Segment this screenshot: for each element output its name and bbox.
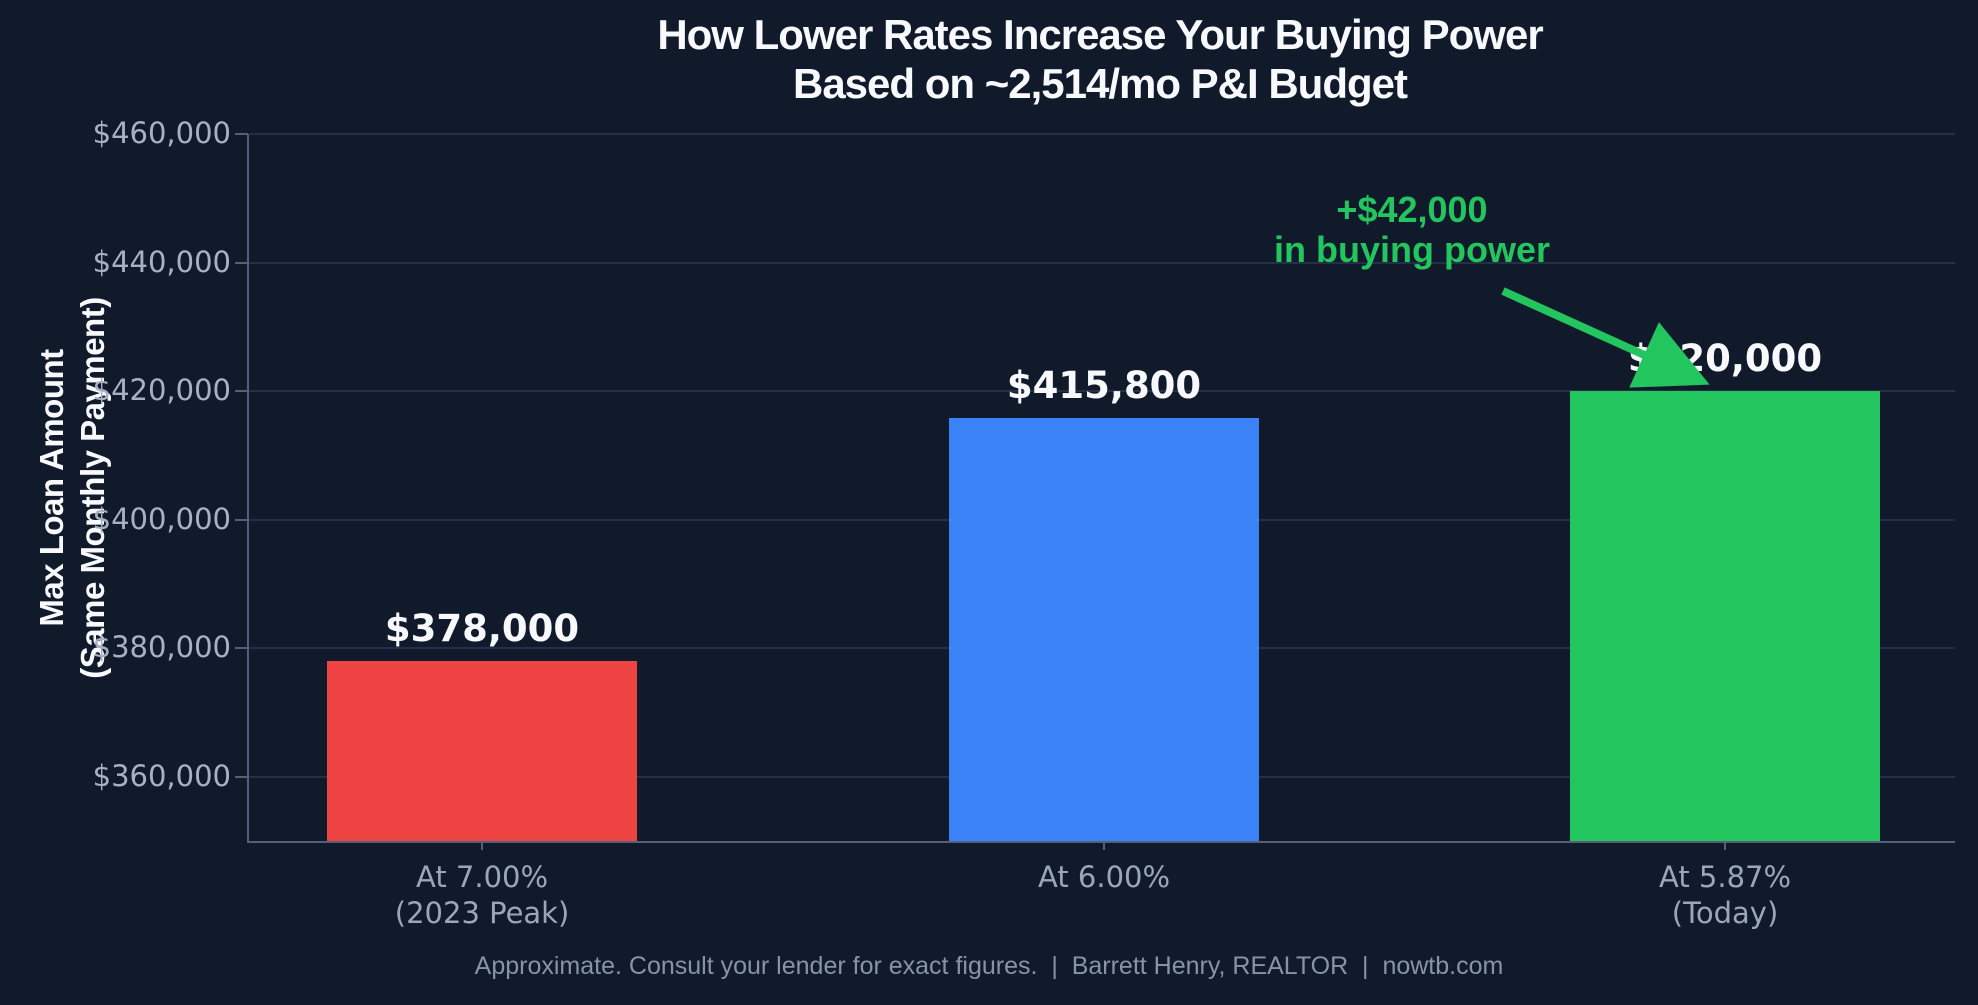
footer-note: Approximate. Consult your lender for exa… — [474, 952, 1504, 980]
buying-power-annotation: +$42,000 in buying power — [1274, 190, 1550, 270]
y-axis-tick-label: $420,000 — [92, 373, 231, 408]
y-axis-tick-mark — [235, 390, 248, 393]
bar-value-label: $415,800 — [1006, 364, 1202, 408]
x-axis-category-label-line: (2023 Peak) — [394, 896, 570, 930]
y-axis-title-line1: Max Loan Amount — [33, 349, 70, 627]
chart-title-line2: Based on ~2,514/mo P&I Budget — [792, 60, 1408, 107]
x-axis-category-label: At 7.00% (2023 Peak) — [242, 859, 722, 931]
y-axis-tick-label: $460,000 — [92, 116, 231, 150]
bar-1 — [327, 661, 638, 841]
x-axis-tick-mark — [1103, 841, 1106, 850]
annotation-line1: +$42,000 — [1336, 189, 1488, 230]
x-axis-category-label-line: At 6.00% — [1038, 860, 1171, 894]
y-axis-tick-label: $380,000 — [92, 630, 231, 665]
bar-value-label: $420,000 — [1627, 337, 1823, 381]
y-axis-tick-mark — [235, 133, 248, 135]
bar-value-label: $378,000 — [384, 607, 580, 651]
y-axis-tick-mark — [235, 261, 248, 264]
bar-2 — [949, 418, 1260, 841]
gridline — [249, 261, 1955, 264]
x-axis-category-label: At 6.00% — [864, 859, 1344, 895]
chart-title-line1: How Lower Rates Increase Your Buying Pow… — [657, 11, 1543, 58]
x-axis-category-label-line: At 5.87% — [1659, 860, 1792, 894]
y-axis-tick-mark — [235, 775, 248, 778]
chart-title: How Lower Rates Increase Your Buying Pow… — [247, 10, 1953, 108]
y-axis-title-line2: (Same Monthly Payment) — [74, 297, 111, 679]
plot-area: $360,000 $380,000 $400,000 $420,000 $440,000… — [93, 119, 1955, 930]
y-axis-tick-label: $400,000 — [92, 501, 231, 536]
x-axis-tick-mark — [481, 841, 484, 850]
x-axis-tick-mark — [1724, 841, 1727, 850]
y-axis-tick-label: $360,000 — [92, 758, 231, 793]
x-axis-category-label-line: At 7.00% — [416, 860, 549, 894]
y-axis-tick-label: $440,000 — [92, 244, 231, 279]
bar-3 — [1570, 391, 1881, 841]
gridline — [249, 390, 1955, 393]
x-axis-category-label: At 5.87% (Today) — [1485, 859, 1965, 931]
y-axis-tick-mark — [235, 518, 248, 521]
x-axis-category-label-line: (Today) — [1671, 896, 1779, 930]
gridline — [249, 133, 1955, 135]
annotation-line2: in buying power — [1274, 229, 1550, 270]
y-axis-tick-mark — [235, 647, 248, 650]
y-axis-title: Max Loan Amount (Same Monthly Payment) — [31, 297, 113, 678]
